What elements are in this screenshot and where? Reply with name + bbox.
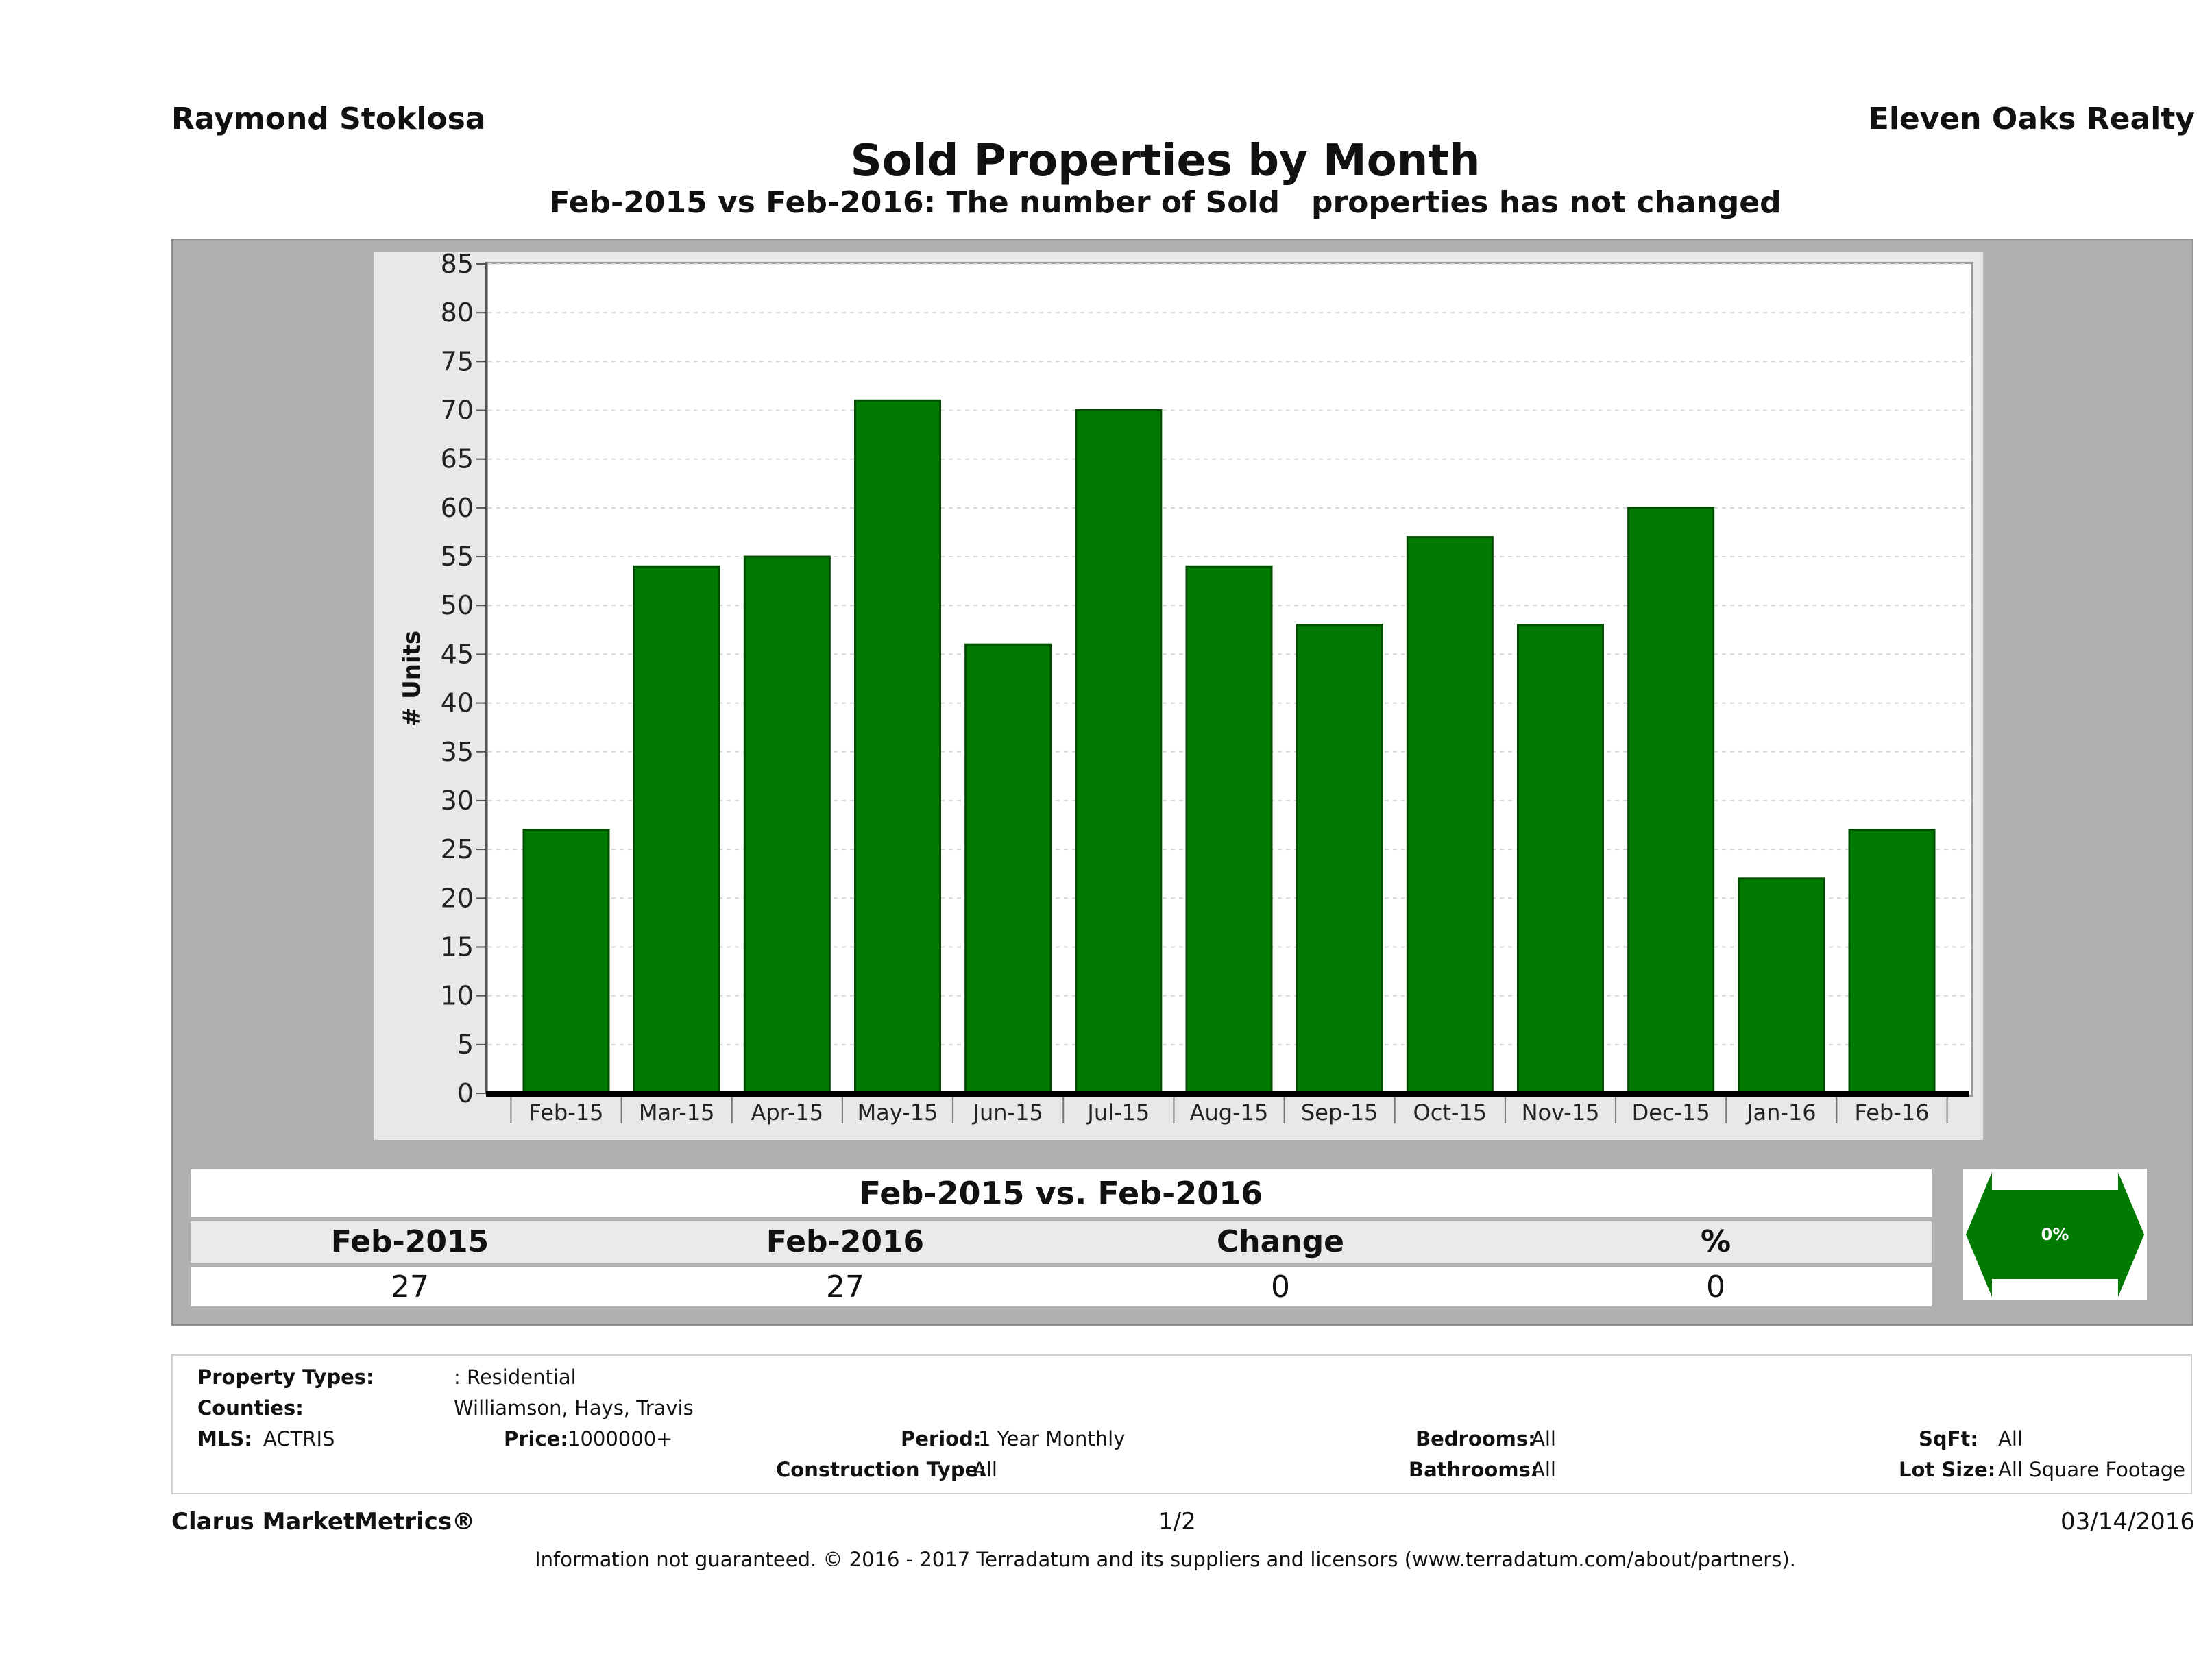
x-tick-label: Jan-16 [1745,1099,1816,1126]
sqft-label: SqFt: [1919,1427,1978,1450]
label-feb-2015: Feb-2015 [330,1224,489,1259]
bar [964,643,1052,1095]
y-tick-label: 50 [441,590,474,620]
period-label: Period: [901,1427,982,1450]
bedrooms-value: All [1531,1427,1556,1450]
bar [633,565,720,1095]
y-tick-label: 25 [441,834,474,864]
sqft-value: All [1998,1427,2023,1450]
label-percent: % [1700,1224,1731,1259]
comparison-values-row: 27 27 0 0 [191,1267,1932,1306]
change-indicator: 0% [1963,1169,2147,1300]
arrow-label: 0% [2041,1225,2069,1244]
comparison-header: Feb-2015 vs. Feb-2016 [191,1169,1932,1217]
x-tick-label: Sep-15 [1301,1099,1378,1126]
construction-value: All [973,1458,997,1481]
value-feb-2015: 27 [391,1269,429,1304]
bar [854,399,941,1095]
value-change: 0 [1271,1269,1290,1304]
x-tick-label: Feb-16 [1855,1099,1930,1126]
y-tick-label: 35 [441,737,474,767]
bar [1185,565,1273,1095]
y-tick-label: 55 [441,542,474,572]
price-value: 1000000+ [568,1427,673,1450]
x-tick-label: Nov-15 [1522,1099,1600,1126]
lot-size-value: All Square Footage [1998,1458,2186,1481]
price-label: Price: [504,1427,568,1450]
y-tick-label: 15 [441,932,474,962]
period-value: 1 Year Monthly [978,1427,1126,1450]
x-tick-label: Feb-15 [529,1099,604,1126]
y-tick-label: 80 [441,297,474,328]
bedrooms-label: Bedrooms: [1415,1427,1536,1450]
x-tick-label: Aug-15 [1190,1099,1269,1126]
bathrooms-value: All [1531,1458,1556,1481]
agent-name: Raymond Stoklosa [171,101,486,136]
bar [1517,624,1604,1095]
property-types-value: : Residential [454,1365,576,1389]
x-tick-label: Oct-15 [1413,1099,1487,1126]
value-feb-2016: 27 [826,1269,864,1304]
x-tick-label: Apr-15 [751,1099,824,1126]
y-tick-label: 85 [441,249,474,279]
y-tick-label: 40 [441,688,474,718]
counties-value: Williamson, Hays, Travis [454,1396,694,1420]
x-tick-label: Dec-15 [1632,1099,1710,1126]
bar [522,829,610,1095]
x-tick-label: May-15 [858,1099,938,1126]
bar [1738,877,1825,1095]
filters-panel: Property Types: : Residential Counties: … [171,1354,2192,1494]
property-types-label: Property Types: [197,1365,374,1389]
x-tick-label: Mar-15 [639,1099,715,1126]
y-tick-label: 5 [457,1030,474,1060]
broker-name: Eleven Oaks Realty [1868,101,2195,136]
bar [1075,409,1163,1095]
report-date: 03/14/2016 [2061,1508,2195,1535]
y-tick-label: 10 [441,981,474,1011]
bar [1848,829,1936,1095]
bar [1406,536,1494,1095]
bar [1296,624,1383,1095]
y-tick-label: 0 [457,1078,474,1108]
page-number: 1/2 [1158,1508,1196,1535]
footer-brand: Clarus MarketMetrics® [171,1508,476,1535]
x-tick-label: Jul-15 [1086,1099,1150,1126]
bar [1627,507,1715,1095]
y-tick-label: 75 [441,346,474,376]
construction-label: Construction Type: [776,1458,986,1481]
y-tick-label: 60 [441,493,474,523]
chart-subtitle: Feb-2015 vs Feb-2016: The number of Sold… [549,185,1782,220]
comparison-labels-row: Feb-2015 Feb-2016 Change % [191,1221,1932,1263]
y-tick-label: 30 [441,786,474,816]
chart-title: Sold Properties by Month [850,136,1481,186]
double-arrow-icon: 0% [1966,1172,2144,1297]
value-percent: 0 [1706,1269,1725,1304]
y-tick-label: 45 [441,639,474,669]
label-change: Change [1217,1224,1344,1259]
comparison-table: Feb-2015 vs. Feb-2016 Feb-2015 Feb-2016 … [191,1169,1932,1306]
bathrooms-label: Bathrooms: [1409,1458,1539,1481]
mls-value: ACTRIS [263,1427,335,1450]
y-tick-label: 20 [441,883,474,913]
counties-label: Counties: [197,1396,304,1420]
label-feb-2016: Feb-2016 [766,1224,925,1259]
mls-label: MLS: [197,1427,252,1450]
y-axis-label: # Units [398,631,426,727]
disclaimer: Information not guaranteed. © 2016 - 201… [535,1548,1796,1571]
y-tick-label: 70 [441,396,474,426]
lot-size-label: Lot Size: [1899,1458,1996,1481]
x-tick-label: Jun-15 [972,1099,1043,1126]
y-tick-label: 65 [441,444,474,474]
bar [743,555,831,1095]
